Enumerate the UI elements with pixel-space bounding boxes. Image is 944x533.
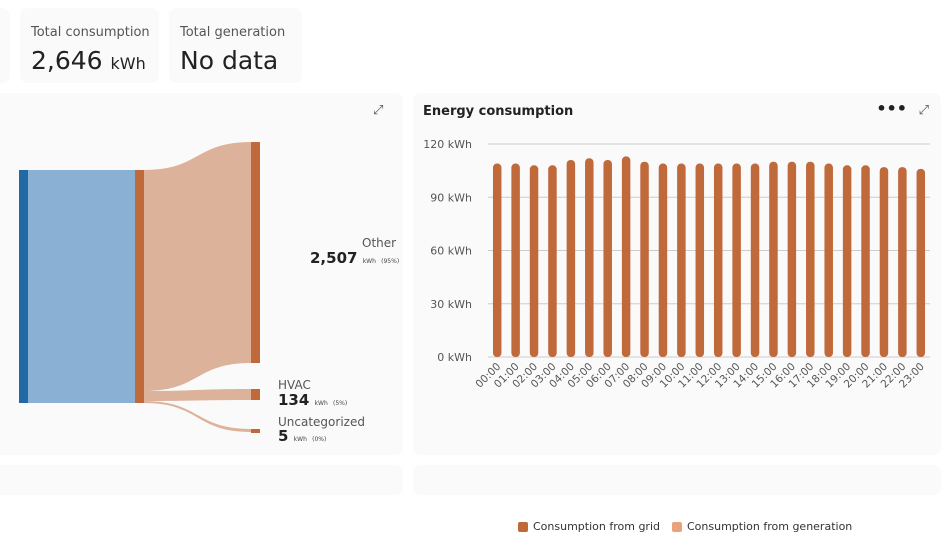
bar — [916, 168, 926, 357]
sankey-node-consumption — [135, 170, 144, 403]
bar — [695, 163, 705, 357]
bar — [566, 159, 576, 357]
bar — [548, 165, 557, 357]
bar — [713, 163, 723, 357]
y-tick-label: 90 kWh — [430, 191, 472, 204]
sankey-label-uncategorized: Uncategorized — [278, 415, 365, 429]
more-horizontal-icon[interactable]: ••• — [876, 99, 907, 118]
expand-icon[interactable]: ⤢ — [373, 103, 384, 118]
bar — [898, 167, 907, 357]
sankey-value-uncategorized: 5 kWh (0%) — [278, 427, 327, 445]
bar — [603, 159, 612, 357]
bar — [621, 156, 631, 357]
bar — [861, 165, 870, 357]
bar — [732, 163, 741, 357]
bar — [492, 163, 502, 357]
bar — [658, 163, 668, 357]
expand-icon[interactable]: ⤢ — [918, 103, 929, 118]
legend-swatch — [518, 521, 528, 532]
bottom-card-left — [0, 465, 403, 495]
stat-value: 2,646 kWh — [31, 46, 146, 75]
stat-label: Total generation — [180, 25, 286, 40]
bottom-card-right — [413, 465, 941, 495]
sankey-flow-hvac — [144, 389, 251, 401]
sankey-chart — [19, 142, 260, 433]
bar — [806, 161, 815, 357]
legend-swatch — [672, 521, 682, 532]
bar — [769, 161, 778, 357]
y-tick-label: 30 kWh — [430, 298, 472, 311]
stat-card-total-consumption: Total consumption 2,646 kWh — [20, 8, 159, 83]
stat-card-partial — [0, 8, 10, 83]
sankey-value-hvac: 134 kWh (5%) — [278, 391, 348, 409]
legend-item-grid[interactable]: Consumption from grid — [518, 520, 660, 533]
bar — [842, 165, 852, 357]
bar — [787, 161, 797, 357]
bar — [511, 163, 520, 357]
sankey-card: ⤢ Other 2,507 kWh (95%) HVAC 134 kWh (5%… — [0, 93, 403, 455]
bar — [677, 163, 686, 357]
y-tick-label: 0 kWh — [437, 351, 472, 364]
sankey-flow-other — [144, 142, 251, 391]
sankey-label-other: Other — [362, 236, 397, 250]
sankey-label-hvac: HVAC — [278, 378, 311, 392]
sankey-node-hvac — [251, 389, 260, 400]
stat-value: No data — [180, 46, 279, 75]
bar — [879, 167, 889, 357]
card-title: Energy consumption — [423, 104, 574, 119]
bar — [824, 163, 833, 357]
bar — [750, 163, 760, 357]
bar — [529, 165, 539, 357]
y-tick-label: 120 kWh — [423, 138, 472, 151]
sankey-source-flow — [28, 170, 135, 403]
sankey-node-other — [251, 142, 260, 363]
stat-label: Total consumption — [31, 25, 150, 40]
sankey-flow-uncategorized — [144, 401, 251, 432]
stat-card-total-generation: Total generation No data — [169, 8, 302, 83]
bar — [585, 158, 594, 357]
sankey-source-node — [19, 170, 28, 403]
sankey-node-uncategorized — [251, 429, 260, 433]
energy-consumption-card: Energy consumption ••• ⤢ 0 kWh 30 kWh 60 k… — [413, 93, 941, 533]
y-tick-label: 60 kWh — [430, 245, 472, 258]
sankey-value-other: 2,507 kWh (95%) — [310, 249, 400, 267]
legend-item-generation[interactable]: Consumption from generation — [672, 520, 852, 533]
bar — [640, 161, 649, 357]
